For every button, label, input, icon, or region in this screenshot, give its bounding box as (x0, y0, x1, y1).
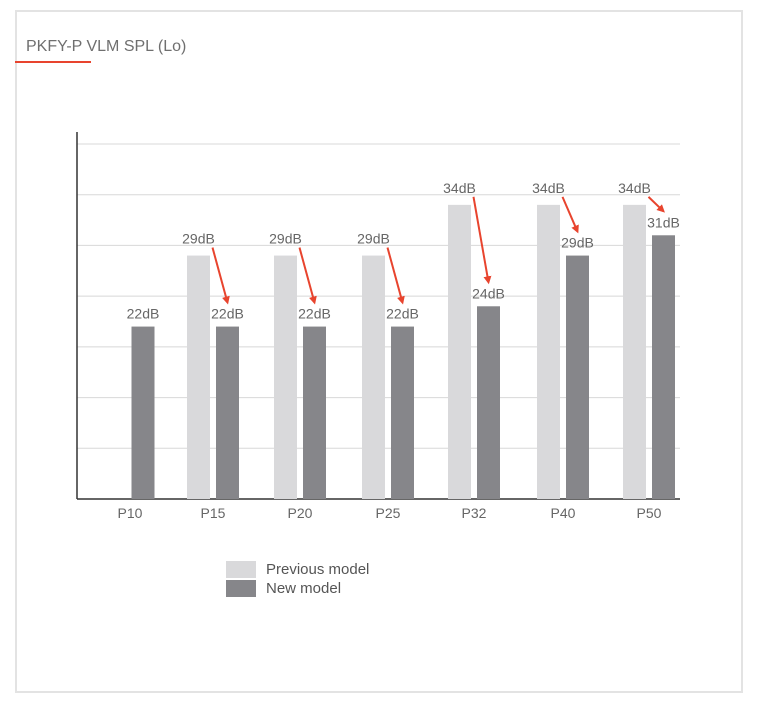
data-label-new: 22dB (211, 306, 244, 322)
bar-new (477, 306, 500, 499)
change-arrow (647, 196, 665, 213)
x-tick-label: P20 (288, 505, 313, 521)
chart-title: PKFY-P VLM SPL (Lo) (26, 38, 187, 55)
data-label-previous: 34dB (532, 180, 565, 196)
x-tick-label: P50 (637, 505, 662, 521)
bar-new (566, 255, 589, 499)
bar-previous (274, 255, 297, 499)
legend-label-previous: Previous model (266, 561, 370, 578)
data-label-previous: 29dB (269, 231, 302, 247)
data-label-new: 24dB (472, 285, 505, 301)
bar-previous (623, 204, 646, 499)
bar-new (303, 326, 326, 499)
legend-swatch-previous (226, 561, 256, 578)
data-label-previous: 34dB (443, 180, 476, 196)
change-arrow (211, 247, 230, 305)
bar-new (131, 326, 155, 499)
bar-previous (448, 204, 471, 499)
bar-new (652, 235, 675, 500)
legend-label-new: New model (266, 580, 342, 597)
legend: Previous model New model (226, 560, 369, 598)
data-label-new: 29dB (561, 235, 594, 251)
data-label-new: 31dB (647, 214, 680, 230)
data-label-previous: 34dB (618, 180, 651, 196)
bar-previous (537, 204, 560, 499)
x-tick-label: P40 (551, 505, 576, 521)
change-arrow (386, 247, 405, 305)
data-label-new: 22dB (298, 306, 331, 322)
legend-swatch-new (226, 580, 256, 597)
title-underline (15, 61, 91, 63)
x-tick-label: P10 (118, 505, 143, 521)
change-arrow (472, 196, 492, 285)
x-tick-label: P32 (462, 505, 487, 521)
data-label-previous: 29dB (357, 231, 390, 247)
bar-previous (187, 255, 210, 499)
data-label-previous: 29dB (182, 231, 215, 247)
bar-previous (362, 255, 385, 499)
legend-item-previous: Previous model (226, 560, 369, 579)
data-label-new: 22dB (127, 306, 160, 322)
x-tick-label: P25 (376, 505, 401, 521)
bar-new (391, 326, 414, 499)
bar-new (216, 326, 239, 499)
change-arrow (298, 247, 317, 305)
legend-item-new: New model (226, 579, 369, 598)
data-label-new: 22dB (386, 306, 419, 322)
change-arrow (561, 196, 579, 234)
x-tick-label: P15 (201, 505, 226, 521)
